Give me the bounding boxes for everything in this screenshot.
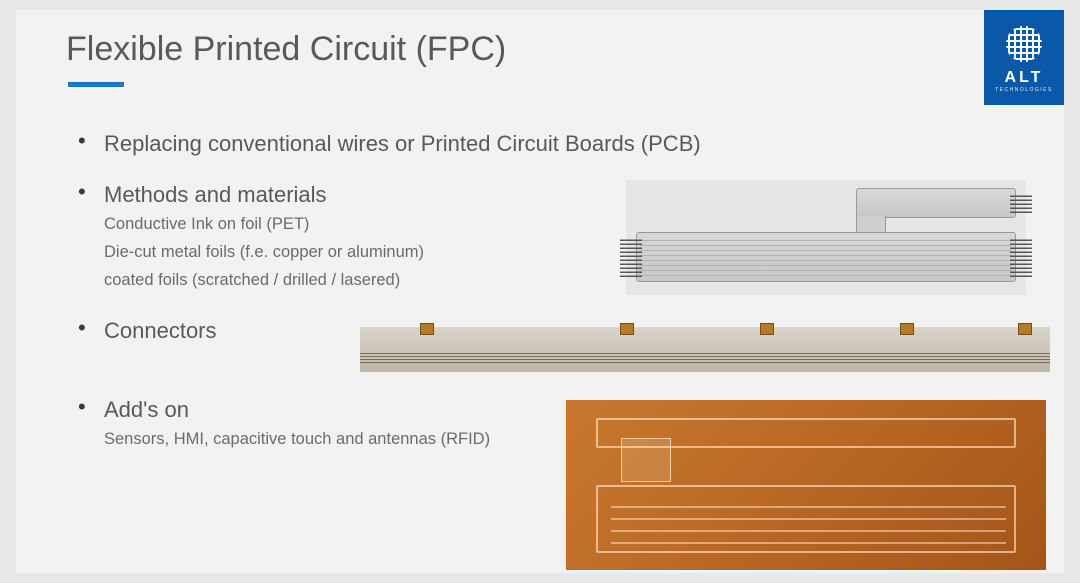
bullet-item: Replacing conventional wires or Printed … xyxy=(74,130,1034,159)
globe-icon xyxy=(1002,22,1046,66)
page-title: Flexible Printed Circuit (FPC) xyxy=(66,30,506,69)
bullet-lead: Replacing conventional wires or Printed … xyxy=(104,130,1034,159)
connector-strip-image xyxy=(360,327,1050,372)
slide: ALT TECHNOLOGIES Flexible Printed Circui… xyxy=(16,10,1064,573)
fpc-flat-cable-image xyxy=(626,180,1026,295)
title-underline xyxy=(68,82,124,87)
copper-fpc-image xyxy=(566,400,1046,570)
brand-name: ALT xyxy=(1005,70,1044,86)
brand-logo: ALT TECHNOLOGIES xyxy=(984,10,1064,105)
brand-subtitle: TECHNOLOGIES xyxy=(995,87,1053,93)
